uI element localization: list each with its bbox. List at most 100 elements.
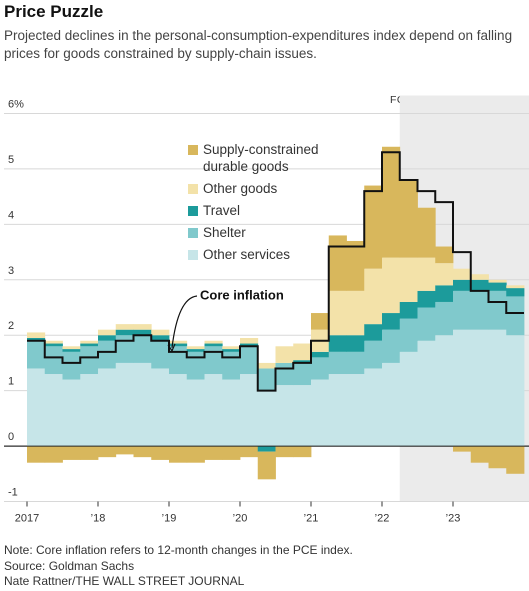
segment [417,257,436,291]
legend-swatch [188,184,198,194]
segment [382,313,401,330]
note: Note: Core inflation refers to 12-month … [4,543,353,557]
segment [204,343,223,347]
segment [328,335,347,352]
segment [417,290,436,308]
segment [27,340,46,369]
segment [98,446,117,458]
segment [488,279,507,283]
segment [98,340,117,369]
x-tick-label: ’21 [304,513,319,525]
segment [470,446,489,463]
segment [364,268,383,325]
segment [204,446,223,460]
segment [293,360,312,363]
segment [115,329,134,336]
legend-label: Travel [203,203,241,218]
segment [257,446,276,452]
segment [506,446,525,474]
segment [133,324,152,330]
segment [399,318,418,352]
segment [204,346,223,375]
legend-swatch [188,206,198,216]
segment [133,335,152,363]
segment [275,362,294,386]
segment [293,343,312,361]
segment [240,374,259,447]
x-tick-label: ’18 [91,513,106,525]
segment [435,335,454,447]
segment [133,446,152,458]
segment [222,351,241,380]
legend-swatch [188,145,198,155]
segment [44,446,63,463]
segment [346,335,365,352]
segment [62,379,81,447]
segment [186,446,205,463]
x-tick-label: ’22 [375,513,390,525]
legend-label: Supply-constrained durable goods [203,142,319,174]
segment [346,240,365,291]
segment [240,446,259,458]
segment [453,329,472,447]
segment [435,285,454,302]
chart-subtitle: Projected declines in the personal-consu… [4,28,513,61]
segment [293,446,312,458]
segment [470,274,489,280]
x-tick-label: 2017 [15,513,39,525]
segment [115,324,134,330]
segment [169,346,188,375]
segment [80,346,99,375]
segment [506,285,525,289]
segment [435,263,454,286]
segment [257,390,276,447]
annotation-arrowhead [167,343,176,353]
note: Source: Goldman Sachs [4,558,135,573]
segment [470,329,489,447]
segment [115,446,134,455]
legend-label: Other goods [203,181,278,196]
segment [62,346,81,350]
segment [328,290,347,336]
y-tick-label: 0 [8,431,14,443]
segment [346,290,365,336]
segment [346,374,365,447]
segment [44,343,63,347]
segment [151,335,170,341]
segment [204,374,223,447]
segment [169,374,188,447]
segment [98,335,117,341]
segment [453,446,472,452]
segment [488,329,507,447]
segment [364,185,383,269]
segment [133,362,152,447]
segment [417,340,436,447]
legend-item: Shelter [188,224,338,241]
segment [257,451,276,480]
segment [488,282,507,291]
segment [62,351,81,380]
segment [382,362,401,447]
segment [169,340,188,344]
segment [382,146,401,258]
segment [488,290,507,330]
y-tick-label: 4 [8,209,14,221]
segment [364,324,383,341]
segment [27,332,46,338]
segment [80,446,99,460]
segment [133,329,152,336]
segment [257,368,276,391]
segment [470,290,489,330]
segment [311,313,330,330]
segment [186,351,205,380]
segment [151,446,170,460]
segment [222,346,241,350]
segment [506,288,525,297]
segment [275,385,294,447]
segment [62,446,81,460]
segment [399,301,418,319]
segment [293,385,312,447]
legend-label: Other services [203,247,291,262]
